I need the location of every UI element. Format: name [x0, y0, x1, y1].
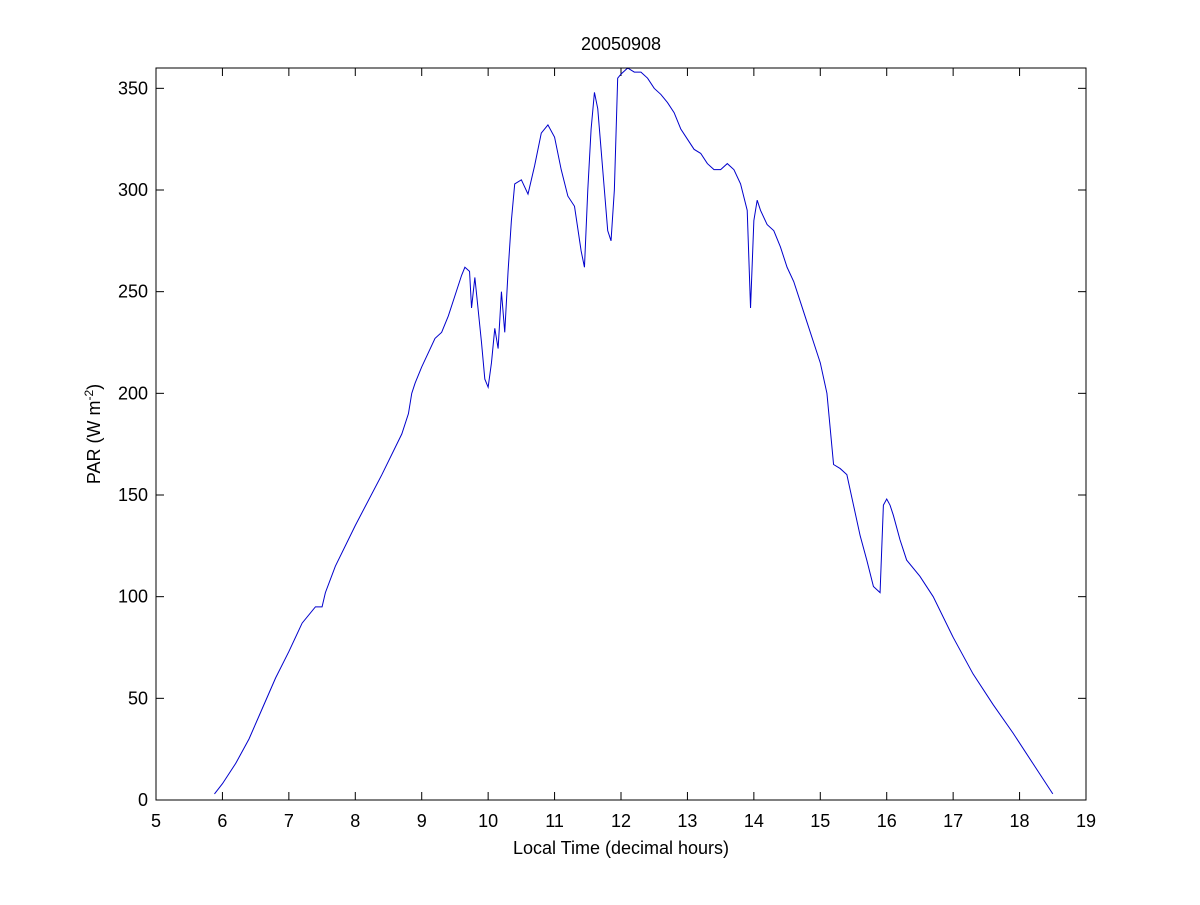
x-axis-label: Local Time (decimal hours): [513, 838, 729, 858]
series-line-par: [214, 67, 1054, 795]
plot-frame: [155, 67, 1087, 801]
x-tick-label: 5: [151, 811, 161, 831]
x-tick-label: 10: [478, 811, 498, 831]
x-tick-label: 9: [417, 811, 427, 831]
x-tick-label: 14: [744, 811, 764, 831]
y-axis-label-suffix: ): [84, 384, 104, 390]
y-axis-label-main: PAR (W m: [84, 401, 104, 485]
x-tick-label: 15: [810, 811, 830, 831]
x-tick-label: 18: [1010, 811, 1030, 831]
x-tick-label: 17: [943, 811, 963, 831]
x-tick-label: 8: [350, 811, 360, 831]
y-axis-label-superscript: -2: [82, 390, 96, 401]
y-axis-ticks: 0 50 100 150 200 250 300 350: [118, 78, 1086, 810]
y-tick-label: 300: [118, 180, 148, 200]
y-tick-label: 200: [118, 383, 148, 403]
y-tick-label: 250: [118, 282, 148, 302]
plot-area: [156, 68, 1086, 800]
chart-title: 20050908: [581, 34, 661, 54]
y-tick-label: 0: [138, 790, 148, 810]
x-tick-label: 19: [1076, 811, 1096, 831]
x-tick-label: 11: [545, 811, 564, 831]
y-tick-label: 50: [128, 688, 148, 708]
y-tick-label: 150: [118, 485, 148, 505]
y-axis-label: PAR (W m-2): [82, 384, 104, 484]
x-axis-ticks: 5 6 7 8 9 10 11 12 13 14 15 16 17 18 19: [151, 68, 1096, 831]
y-tick-label: 350: [118, 78, 148, 98]
y-tick-label: 100: [118, 587, 148, 607]
x-tick-label: 6: [217, 811, 227, 831]
x-tick-label: 16: [877, 811, 897, 831]
x-tick-label: 13: [677, 811, 697, 831]
x-tick-label: 12: [611, 811, 631, 831]
x-tick-label: 7: [284, 811, 294, 831]
